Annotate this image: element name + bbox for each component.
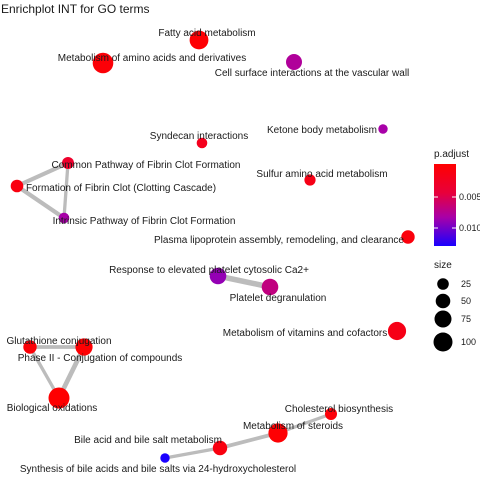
size-legend-label: 75: [461, 314, 471, 324]
size-legend-dot: [434, 310, 452, 328]
node-bilesyn: [160, 453, 170, 463]
edge-bile-steroids: [218, 431, 280, 450]
node-label-intrinsic: Intrinsic Pathway of Fibrin Clot Formati…: [53, 216, 236, 227]
node-label-cellsurf: Cell surface interactions at the vascula…: [215, 68, 410, 79]
edge-common-intrinsic: [62, 161, 70, 220]
node-label-bilesyn: Synthesis of bile acids and bile salts v…: [20, 464, 296, 475]
node-sulfur: [304, 174, 316, 186]
node-label-chol: Cholesterol biosynthesis: [285, 404, 393, 415]
edge-layer: [14, 160, 333, 460]
node-fatty: [189, 30, 209, 50]
node-degran: [261, 278, 279, 296]
edge-clot-common: [14, 160, 71, 189]
color-legend-label: 0.010: [459, 223, 480, 233]
node-label-phase2: Phase II - Conjugation of compounds: [18, 353, 183, 364]
node-label-aa: Metabolism of amino acids and derivative…: [58, 53, 246, 64]
node-label-degran: Platelet degranulation: [230, 293, 327, 304]
legend: p.adjust 0.005 0.010 size 25 50 75 100: [433, 149, 480, 352]
size-legend-label: 50: [461, 296, 471, 306]
node-phase2: [75, 338, 93, 356]
node-vitamins: [387, 321, 407, 341]
node-clot: [10, 179, 24, 193]
node-response: [209, 267, 227, 285]
node-label-vitamins: Metabolism of vitamins and cofactors: [223, 328, 388, 339]
node-chol: [325, 408, 337, 420]
node-common: [62, 157, 74, 169]
node-label-gluta: Glutathione conjugation: [6, 336, 111, 347]
edge-bilesyn-bile: [163, 446, 222, 460]
node-intrinsic: [58, 212, 70, 224]
edge-clot-intrinsic: [14, 183, 67, 221]
size-legend: 25 50 75 100: [433, 278, 476, 352]
size-legend-dot: [433, 332, 453, 352]
node-label-ketone: Ketone body metabolism: [267, 125, 377, 136]
node-label-clot: Formation of Fibrin Clot (Clotting Casca…: [26, 183, 216, 194]
node-label-fatty: Fatty acid metabolism: [158, 28, 255, 39]
node-aa: [92, 52, 114, 74]
chart-title: Enrichplot INT for GO terms: [1, 2, 149, 16]
node-plasma: [401, 230, 415, 244]
label-layer: Fatty acid metabolism Metabolism of amino…: [6, 28, 409, 475]
node-label-response: Response to elevated platelet cytosolic …: [109, 265, 309, 276]
size-legend-dot: [437, 278, 449, 290]
color-legend-label: 0.005: [459, 192, 480, 202]
size-legend-title: size: [434, 260, 452, 271]
node-label-sulfur: Sulfur amino acid metabolism: [256, 169, 387, 180]
size-legend-label: 25: [461, 279, 471, 289]
node-label-syndecan: Syndecan interactions: [150, 131, 248, 142]
node-label-plasma: Plasma lipoprotein assembly, remodeling,…: [154, 235, 404, 246]
node-layer: [10, 30, 415, 463]
node-label-bio: Biological oxidations: [7, 403, 98, 414]
node-syndecan: [196, 137, 208, 149]
node-label-steroids: Metabolism of steroids: [243, 421, 343, 432]
node-label-common: Common Pathway of Fibrin Clot Formation: [52, 160, 241, 171]
node-ketone: [378, 124, 388, 134]
node-gluta: [23, 340, 37, 354]
size-legend-dot: [435, 293, 451, 309]
node-label-bile: Bile acid and bile salt metabolism: [74, 435, 222, 446]
color-legend-bar: [434, 164, 456, 246]
node-cellsurf: [286, 54, 302, 70]
node-bile: [212, 440, 228, 456]
node-bio: [48, 387, 70, 409]
size-legend-label: 100: [461, 337, 476, 347]
node-steroids: [268, 423, 288, 443]
color-legend-title: p.adjust: [434, 149, 469, 160]
edge-response-degran: [215, 273, 273, 290]
